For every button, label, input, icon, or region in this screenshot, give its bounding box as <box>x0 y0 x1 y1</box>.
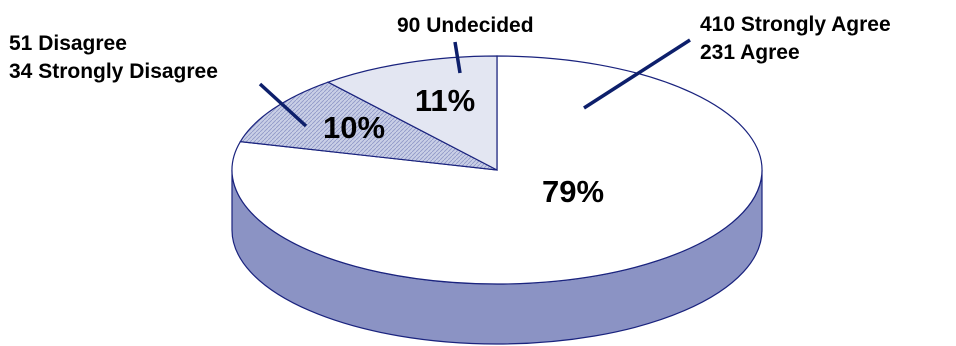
slice-disagree-percent: 10% <box>323 110 385 145</box>
leader-line-disagree <box>258 82 308 128</box>
annotation-strongly-disagree: 34 Strongly Disagree <box>9 60 218 83</box>
annotation-strongly-agree: 410 Strongly Agree <box>700 13 891 36</box>
slice-undecided <box>326 55 498 171</box>
annotation-undecided: 90 Undecided <box>397 14 534 37</box>
slice-agree-percent: 79% <box>542 174 604 209</box>
leader-line-undecided <box>453 41 462 74</box>
annotation-agree: 231 Agree <box>700 41 800 64</box>
slice-undecided-percent: 11% <box>415 83 475 118</box>
slice-agree <box>231 55 763 285</box>
leader-line-agree <box>583 38 691 110</box>
annotation-disagree: 51 Disagree <box>9 32 127 55</box>
slice-disagree <box>239 81 498 171</box>
